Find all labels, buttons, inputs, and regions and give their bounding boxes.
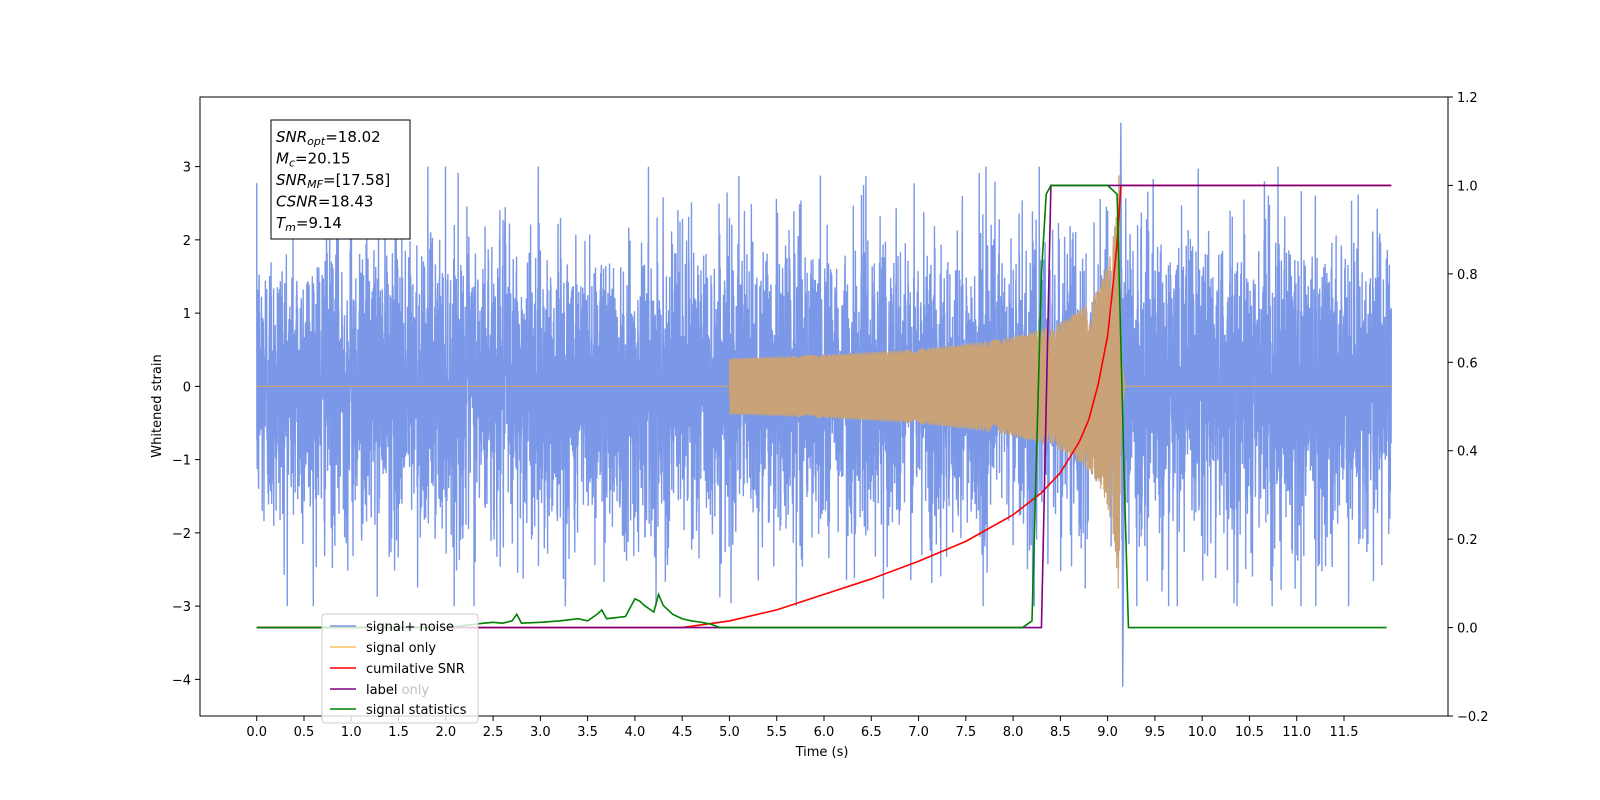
stats-line: SNRMF=[17.58] xyxy=(276,171,390,191)
stats-line: SNRopt=18.02 xyxy=(276,128,381,148)
x-tick-label: 10.0 xyxy=(1188,725,1217,740)
x-tick-label: 9.0 xyxy=(1097,725,1118,740)
legend-entry: signal+ noise xyxy=(366,620,454,635)
x-axis-ticks: 0.0 0.5 1.0 1.5 2.0 2.5 3.0 3.5 4.0 4.5 5.0 5.5 6.0 6… xyxy=(246,716,1358,740)
stats-line: CSNR=18.43 xyxy=(276,193,373,211)
y-tick-label: 1 xyxy=(183,307,191,322)
legend-entry: signal statistics xyxy=(366,703,467,718)
legend: signal+ noise signal only cumilative SNR la… xyxy=(321,613,479,724)
x-tick-label: 8.5 xyxy=(1050,725,1071,740)
y-right-tick-label: 0.4 xyxy=(1457,445,1478,460)
y-tick-label: −2 xyxy=(172,527,191,542)
legend-entry: label xyxy=(366,683,397,698)
x-tick-label: 1.0 xyxy=(341,725,362,740)
x-tick-label: 5.5 xyxy=(766,725,787,740)
x-tick-label: 4.0 xyxy=(625,725,646,740)
y-right-tick-label: 1.2 xyxy=(1457,91,1478,106)
x-tick-label: 7.5 xyxy=(955,725,976,740)
x-tick-label: 7.0 xyxy=(908,725,929,740)
series-line-signal-only xyxy=(256,175,1392,589)
y-axis-ticks: 3 2 1 0 −1 −2 −3 −4 xyxy=(172,161,200,688)
stats-box-frame xyxy=(270,119,411,240)
x-tick-label: 3.0 xyxy=(530,725,551,740)
y-tick-label: −3 xyxy=(172,600,191,615)
y-tick-label: 3 xyxy=(183,161,191,176)
x-tick-label: 4.5 xyxy=(672,725,693,740)
y-axis-label: Whitened strain xyxy=(150,354,165,457)
y-tick-label: 0 xyxy=(183,380,191,395)
y-right-tick-label: 0.2 xyxy=(1457,533,1478,548)
legend-entry: cumilative SNR xyxy=(366,662,465,677)
x-tick-label: 11.5 xyxy=(1330,725,1359,740)
plot-area xyxy=(256,122,1392,687)
legend-frame xyxy=(321,613,479,724)
x-tick-label: 6.0 xyxy=(814,725,835,740)
x-tick-label: 8.0 xyxy=(1003,725,1024,740)
y-axis-right-ticks: 1.2 1.0 0.8 0.6 0.4 0.2 0.0 −0.2 xyxy=(1448,91,1489,725)
legend-entry: label only xyxy=(366,683,429,698)
x-axis-label: Time (s) xyxy=(795,745,849,760)
x-tick-label: 10.5 xyxy=(1235,725,1264,740)
series-line-signal-statistics xyxy=(256,184,1387,629)
x-tick-label: 3.5 xyxy=(577,725,598,740)
x-tick-label: 11.0 xyxy=(1282,725,1311,740)
y-right-tick-label: 0.6 xyxy=(1457,356,1478,371)
y-right-tick-label: 1.0 xyxy=(1457,179,1478,194)
x-tick-label: 1.5 xyxy=(388,725,409,740)
x-tick-label: 0.0 xyxy=(246,725,267,740)
y-right-tick-label: 0.8 xyxy=(1457,268,1478,283)
x-tick-label: 5.0 xyxy=(719,725,740,740)
x-tick-label: 2.5 xyxy=(483,725,504,740)
x-tick-label: 9.5 xyxy=(1145,725,1166,740)
x-tick-label: 2.0 xyxy=(435,725,456,740)
y-right-tick-label: −0.2 xyxy=(1457,710,1489,725)
x-tick-label: 6.5 xyxy=(861,725,882,740)
x-tick-label: 0.5 xyxy=(294,725,315,740)
legend-entry: signal only xyxy=(366,641,436,656)
y-tick-label: 2 xyxy=(183,234,191,249)
stats-line: Mc=20.15 xyxy=(276,150,351,170)
y-tick-label: −4 xyxy=(172,673,191,688)
y-tick-label: −1 xyxy=(172,454,191,469)
y-right-tick-label: 0.0 xyxy=(1457,622,1478,637)
series-line-cumilative-snr xyxy=(256,184,1392,629)
stats-line: Tm=9.14 xyxy=(276,214,342,234)
